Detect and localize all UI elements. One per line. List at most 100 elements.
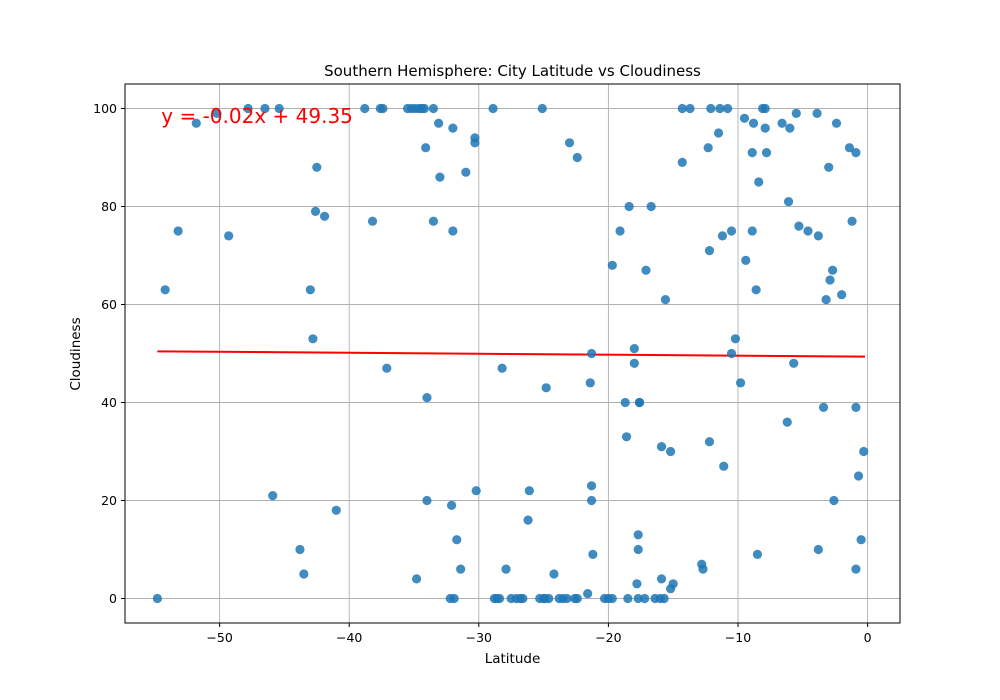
data-point — [723, 103, 733, 114]
data-point — [422, 495, 432, 506]
data-point — [305, 285, 315, 295]
data-point — [434, 118, 444, 128]
data-point — [851, 148, 861, 158]
data-point — [812, 108, 822, 118]
data-point — [813, 231, 823, 241]
data-point — [632, 579, 642, 589]
y-tick-label: 60 — [101, 297, 117, 312]
data-point — [789, 358, 799, 368]
data-point — [319, 211, 330, 221]
data-point — [331, 505, 341, 515]
data-point — [572, 593, 582, 604]
data-point — [824, 162, 834, 172]
data-point — [829, 495, 839, 506]
data-point — [853, 471, 864, 481]
data-point — [735, 378, 746, 388]
data-point — [783, 197, 794, 207]
data-point — [523, 515, 533, 525]
data-point — [212, 108, 222, 118]
data-point — [668, 579, 678, 589]
data-point — [620, 397, 630, 408]
data-point — [494, 593, 505, 604]
data-point — [761, 148, 772, 158]
data-point — [422, 393, 432, 403]
data-point — [828, 265, 838, 275]
data-point — [754, 177, 764, 187]
data-point — [268, 491, 278, 501]
chart-title: Southern Hemisphere: City Latitude vs Cl… — [324, 62, 701, 80]
data-point — [677, 103, 687, 114]
x-tick-label: −30 — [466, 630, 492, 645]
data-point — [421, 143, 431, 153]
data-point — [704, 246, 715, 256]
data-point — [633, 544, 643, 555]
data-point — [621, 432, 632, 442]
x-tick-label: −20 — [595, 630, 621, 645]
data-point — [640, 593, 650, 604]
data-point — [501, 564, 511, 574]
data-point — [308, 334, 318, 344]
grid-layer — [125, 84, 900, 623]
data-point — [752, 549, 763, 560]
y-tick-label: 80 — [101, 199, 117, 214]
data-point — [471, 486, 481, 496]
x-tick-label: −10 — [725, 630, 751, 645]
data-point — [698, 564, 708, 574]
data-point — [428, 216, 439, 226]
data-point — [470, 138, 480, 148]
data-point — [715, 103, 725, 114]
data-point — [588, 549, 598, 560]
data-point — [851, 402, 861, 412]
data-point — [586, 495, 597, 506]
data-point — [851, 564, 861, 574]
data-point — [299, 569, 309, 579]
data-point — [659, 593, 669, 604]
data-point — [726, 348, 737, 359]
data-point — [382, 363, 392, 373]
data-point — [446, 500, 457, 510]
data-point — [607, 260, 617, 270]
regression-layer — [157, 350, 866, 358]
data-point — [615, 226, 625, 236]
data-point — [518, 593, 528, 604]
data-point — [497, 363, 507, 373]
data-point — [295, 544, 305, 555]
x-tick-label: −50 — [206, 630, 232, 645]
x-axis-label: Latitude — [485, 651, 541, 667]
data-point — [428, 103, 439, 114]
data-point — [312, 162, 322, 172]
data-point — [844, 143, 855, 153]
data-point — [524, 486, 534, 496]
data-point — [847, 216, 857, 226]
data-point — [821, 295, 831, 305]
data-point — [549, 569, 559, 579]
data-point — [449, 593, 459, 604]
data-point — [739, 113, 750, 123]
data-point — [777, 118, 787, 128]
data-point — [713, 128, 724, 138]
data-point — [583, 589, 593, 599]
data-point — [411, 574, 422, 584]
data-point — [152, 593, 162, 604]
data-point — [706, 103, 716, 114]
data-point — [748, 118, 759, 128]
data-point — [586, 348, 597, 359]
data-point — [760, 103, 770, 114]
data-point — [751, 285, 761, 295]
data-point — [782, 417, 792, 427]
data-point — [831, 118, 842, 128]
data-point — [607, 593, 617, 604]
data-point — [818, 402, 829, 412]
data-point — [794, 221, 804, 231]
data-point — [544, 593, 554, 604]
data-point — [537, 103, 547, 114]
data-point — [717, 231, 728, 241]
data-point — [634, 397, 645, 408]
data-point — [685, 103, 695, 114]
data-point — [624, 201, 634, 212]
data-point — [367, 216, 378, 226]
regression-equation-annotation: y = -0.02x + 49.35 — [161, 104, 353, 128]
points-layer — [152, 103, 869, 604]
data-point — [730, 334, 741, 344]
